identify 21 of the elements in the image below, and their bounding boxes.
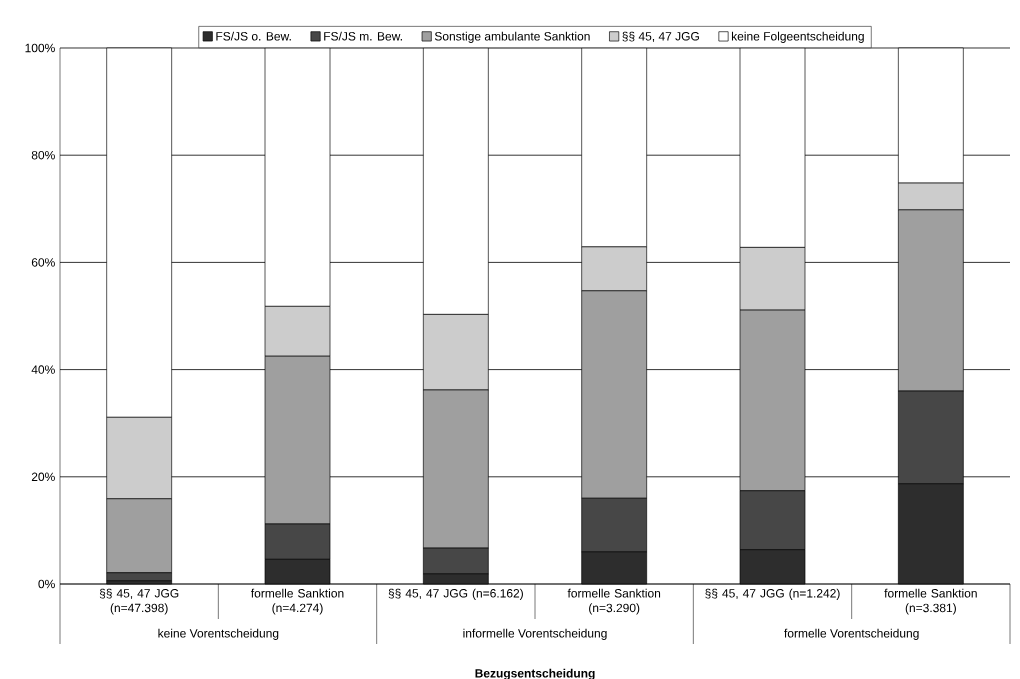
y-tick-label: 80% [31,150,55,160]
y-tick-label: 0% [38,579,55,589]
y-tick-label: 100% [25,43,55,53]
legend-label: Sonstige ambulante Sanktion [434,31,590,43]
x-tick-label: formelle Sanktion (n=3.290) [567,588,661,615]
x-tick-label: §§ 45, 47 JGG (n=1.242) [705,588,840,600]
legend-label: keine Folgeentscheidung [731,31,864,43]
legend-label: FS/JS o. Bew. [216,31,291,41]
legend-label: §§ 45, 47 JGG [622,31,699,42]
legend-label: FS/JS m. Bew. [324,31,402,41]
text: keine Vorentscheidung [158,628,279,640]
text: informelle Vorentscheidung [463,628,607,640]
text: formelle Vorentscheidung [784,628,919,640]
x-tick-label: §§ 45, 47 JGG (n=6.162) [388,588,523,600]
y-tick-label: 20% [31,472,55,482]
x-tick-label: formelle Sanktion (n=4.274) [250,588,344,615]
x-tick-label: §§ 45, 47 JGG (n=47.398) [99,588,179,615]
x-tick-label: formelle Sanktion (n=3.381) [884,588,977,615]
x-axis-title: Bezugsentscheidung [475,668,595,679]
y-tick-label: 40% [31,365,55,374]
y-tick-label: 60% [31,258,55,267]
